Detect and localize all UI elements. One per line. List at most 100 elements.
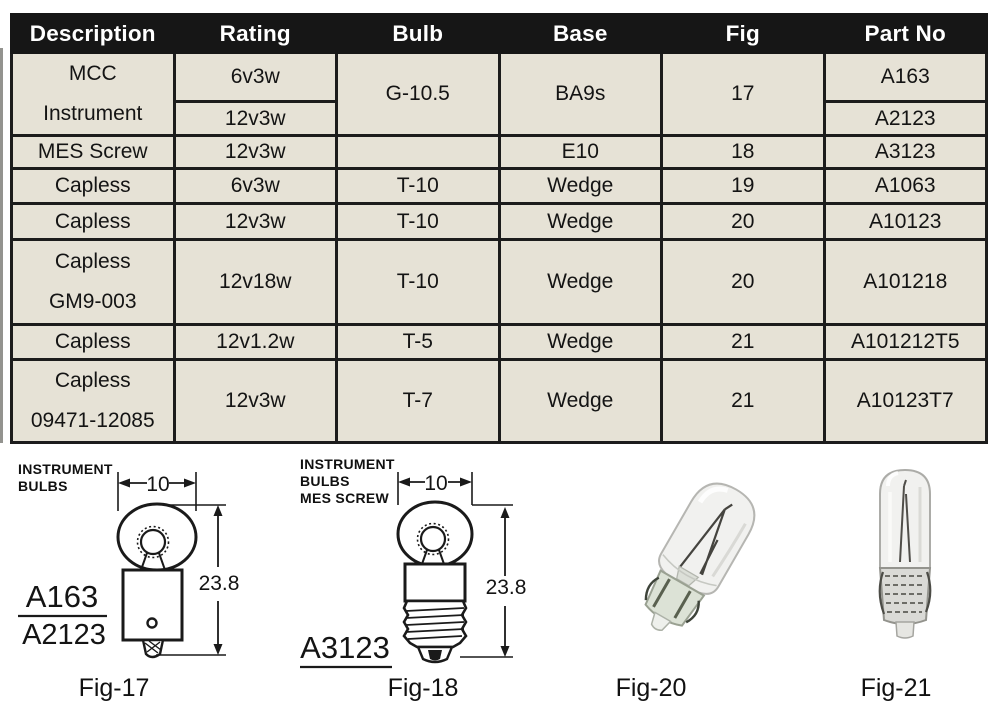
table-row: Capless 12v3w T-10 Wedge 20 A10123 [10,202,988,241]
fig18-thread-ridges [405,607,465,640]
fig17-bayonet-base [121,568,184,642]
table-row: Capless 09471-12085 12v3w T-7 Wedge 21 A… [10,358,988,444]
fig20-caption: Fig-20 [615,674,687,702]
cell-fig: 19 [660,167,826,205]
fig20-glass-highlight [697,486,729,504]
table-row: MCC Instrument 6v3w G-10.5 BA9s 17 A163 [10,51,988,137]
fig20-base-wires [644,576,700,624]
fig18-heading-line: MES SCREW [300,490,390,506]
fig20-seam [662,554,717,587]
cell-rating: 12v18w [172,238,338,326]
table-row: MES Screw 12v3w E10 18 A3123 [10,134,988,170]
fig20-base-channels [652,578,692,619]
description-lines: MCC Instrument [14,56,171,133]
cell-base: Wedge [497,167,663,205]
fig17-width-dimension [117,472,197,511]
fig18-heading-line: BULBS [300,473,350,489]
cell-description: Capless [10,202,176,241]
fig18-filament-serration [416,522,450,556]
description-line: MCC [68,62,117,85]
fig20-filament-wires [679,503,733,576]
cell-base: Wedge [497,202,663,241]
cell-rating: 6v3w [172,167,338,205]
cell-fig: 20 [660,238,826,326]
fig18-filament-leads [421,549,445,565]
cell-rating: 12v1.2w [172,323,338,361]
fig18-part-label: A3123 [300,630,390,665]
fig17-caption: Fig-17 [78,674,150,702]
cell-fig: 21 [660,358,826,444]
fig21-base-crinkle [885,575,925,613]
col-header-description: Description [10,13,176,54]
cell-base: Wedge [497,358,663,444]
fig17-heading: INSTRUMENT BULBS [18,461,113,495]
fig17-bulb-outline [116,502,198,659]
cell-rating: 12v3w [172,100,338,137]
cell-part-no: A3123 [822,134,988,170]
cell-fig: 17 [660,51,826,137]
col-header-fig: Fig [660,13,826,54]
cell-rating: 12v3w [172,134,338,170]
fig18-neck [403,562,467,603]
fig17-part-label-secondary: A2123 [22,619,106,651]
scan-edge-artifact [0,48,3,443]
description-line: Capless [54,369,131,392]
col-header-base: Base [497,13,663,54]
table-row: Capless 6v3w T-10 Wedge 19 A1063 [10,167,988,205]
fig18-contact [428,650,442,661]
description-lines: Capless 09471-12085 [14,363,171,440]
fig21-base-wires [878,571,932,615]
fig17-filament [139,528,167,556]
description-line: GM9-003 [48,290,137,313]
cell-base: E10 [497,134,663,170]
fig20-glass-dome [658,482,756,595]
fig17-height-dim-label: 23.8 [199,572,240,595]
fig17-contact-hatch [144,640,162,654]
fig21-base-tip [895,621,915,639]
cell-bulb: T-10 [335,238,501,326]
fig17-drawing: 10 23.8 A163 A2123 [18,472,240,659]
description-line: Capless [54,250,131,273]
fig18-heading: INSTRUMENT BULBS MES SCREW [300,456,395,507]
cell-fig: 18 [660,134,826,170]
cell-bulb: T-10 [335,167,501,205]
cell-fig: 21 [660,323,826,361]
fig17-height-dimension [156,504,226,656]
fig17-width-dim-label: 10 [146,473,169,496]
fig20-wedge-bulb [644,482,756,632]
fig21-caption: Fig-21 [860,674,932,702]
cell-part-no: A101218 [822,238,988,326]
cell-part-no: A10123T7 [822,358,988,444]
cell-part-no: A10123 [822,202,988,241]
fig18-height-dimension [460,504,513,658]
cell-base: Wedge [497,323,663,361]
cell-description: Capless [10,323,176,361]
cell-part-no: A101212T5 [822,323,988,361]
cell-description: Capless GM9-003 [10,238,176,326]
cell-bulb: T-7 [335,358,501,444]
fig21-filament-wires [899,479,911,563]
fig18-height-dim-label: 23.8 [486,576,527,599]
col-header-bulb: Bulb [335,13,501,54]
fig20-glass-shade [711,522,747,578]
fig18-bulb-outline [396,500,474,664]
cell-bulb: G-10.5 [335,51,501,137]
cell-base: Wedge [497,238,663,326]
fig17-heading-line: BULBS [18,478,68,494]
fig18-width-dim-label: 10 [424,472,447,495]
fig20-base-tip [650,611,672,632]
fig17-filament-serration [136,525,170,559]
cell-description: MCC Instrument [10,51,176,137]
cell-part-no: A1063 [822,167,988,205]
table-header-row: Description Rating Bulb Base Fig Part No [10,13,988,54]
col-header-rating: Rating [172,13,338,54]
fig21-photo [878,468,932,639]
cell-description: Capless [10,167,176,205]
description-line: 09471-12085 [30,409,155,432]
fig18-drawing: 10 23.8 A3123 [300,472,527,669]
cell-description: Capless 09471-12085 [10,358,176,444]
cell-rating: 6v3w [172,51,338,103]
fig17-part-label-primary: A163 [26,579,98,614]
cell-rating: 12v3w [172,202,338,241]
col-header-part-no: Part No [822,13,988,54]
